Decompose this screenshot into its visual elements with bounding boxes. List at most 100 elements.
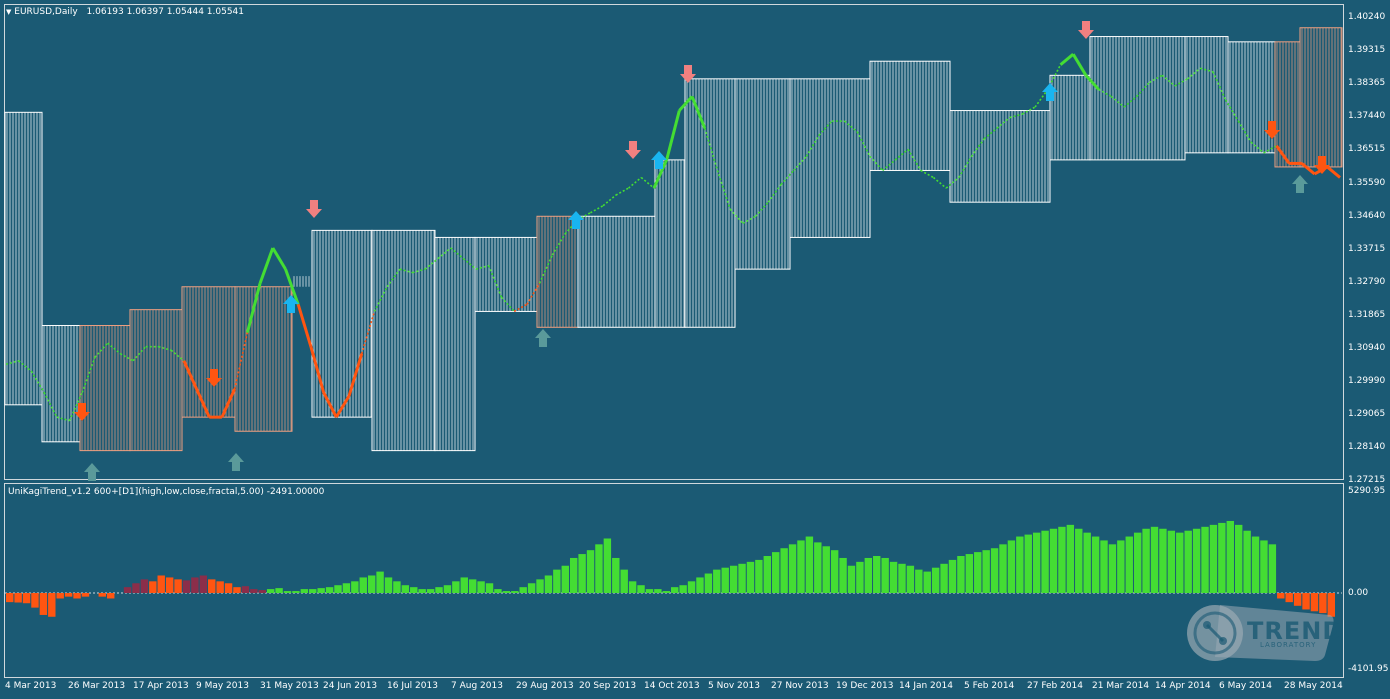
kagi-box-outline [371,229,436,452]
histogram-bar [511,591,519,593]
indicator-axis-bottom: -4101.95 [1348,664,1389,674]
price-tick-label: 1.28140 [1348,442,1386,453]
kagi-up-box [373,230,435,451]
histogram-bar [729,565,738,593]
trend-line-up-segment [690,95,707,129]
histogram-bar [561,565,569,593]
histogram-bar [300,589,309,593]
trend-line-down-segment [296,303,313,348]
histogram-bar [359,577,367,593]
logo-subtext: LABORATORY [1260,641,1317,649]
histogram-bar [334,585,342,593]
date-tick-label: 6 May 2014 [1219,681,1272,691]
kagi-down-box [81,325,128,451]
kagi-box-outline [311,229,373,418]
trend-line-down-segment [347,353,364,397]
kagi-up-box [313,230,372,418]
histogram-bar [805,536,814,593]
trend-line-up-segment [1110,95,1125,108]
buy-arrow-icon [1042,83,1058,101]
histogram-bar [502,591,511,593]
histogram-bar [1285,593,1293,603]
trend-line-up-segment [590,205,604,214]
histogram-bar [132,583,140,593]
trend-line-up-segment [68,392,83,421]
histogram-bar [519,587,527,593]
price-tick-label: 1.30940 [1348,343,1386,353]
dropdown-triangle-icon[interactable]: ▼ [6,8,12,16]
kagi-down-box [183,286,233,418]
sell-arrow-icon [74,403,90,421]
histogram-bar [435,587,443,593]
trend-line-up-segment [399,268,413,274]
indicator-pane[interactable] [4,483,1344,678]
histogram-bar [763,556,772,593]
date-tick-label: 16 Jul 2013 [387,681,438,691]
histogram-bar [1117,540,1125,593]
histogram-bar [351,581,359,593]
trend-line-up-segment [1250,141,1265,154]
histogram-bar [317,588,325,593]
histogram-bar [452,581,460,593]
histogram-bar [1234,524,1243,593]
histogram-bar [1277,593,1285,599]
histogram-bar [746,561,755,593]
kagi-up-box [43,325,78,442]
trend-line-up-segment [945,176,960,189]
kagi-up-box [6,112,41,405]
histogram-bar [191,577,199,593]
trend-line-up-segment [258,247,275,284]
trend-line-up-segment [450,247,464,260]
histogram-bar [957,556,965,593]
kagi-box-outline [1184,36,1229,154]
trend-line-up-segment [119,353,134,362]
trend-line-up-segment [983,127,998,140]
histogram-bar [990,548,999,593]
trend-line-up-segment [170,349,185,362]
histogram-bar [1091,536,1100,593]
trend-line-up-segment [1136,81,1151,97]
trend-line-up-segment [132,346,147,362]
histogram-bar [586,550,595,593]
histogram-bar [1066,524,1075,593]
histogram-bar [258,590,266,593]
kagi-down-box [1301,27,1342,167]
trend-line-up-segment [1009,113,1023,119]
histogram-bar [1176,532,1184,593]
histogram-bar [948,559,957,593]
trend-line-up-segment [907,148,922,171]
histogram-bar [443,585,452,593]
histogram-bar [662,591,670,593]
trend-line-up-segment [271,247,287,270]
histogram-bar [1125,536,1133,593]
trend-line-up-segment [1187,67,1201,80]
date-tick-label: 27 Nov 2013 [771,681,829,691]
histogram-bar [325,587,334,593]
histogram-bar [628,581,637,593]
trend-line-down-segment [233,332,249,390]
histogram-bar [847,565,856,593]
trend-line-up-segment [932,176,947,189]
histogram-bar [1209,524,1218,593]
histogram-bar [1108,544,1117,593]
trend-line-up-segment [1098,88,1112,98]
histogram-bar [140,579,149,593]
histogram-bar [1016,536,1024,593]
indicator-title: UniKagiTrend_v1.2 600+[D1](high,low,clos… [8,487,325,497]
kagi-box-outline [4,111,43,406]
histogram-bar [797,540,805,593]
buy-arrow-icon [568,211,584,229]
price-tick-label: 1.37440 [1348,111,1386,122]
histogram-bar [165,577,174,593]
histogram-bar [738,563,746,593]
histogram-bar [250,589,258,593]
histogram-bar [974,552,982,593]
histogram-bar [174,579,182,593]
sell-arrow-icon [1314,156,1330,174]
trend-line-up-segment [652,159,669,189]
trend-line-up-segment [958,155,973,178]
kagi-up-box [579,216,653,328]
trend-line-up-segment [716,170,731,210]
histogram-bar [595,544,603,593]
date-tick-label: 21 Mar 2014 [1092,681,1150,691]
